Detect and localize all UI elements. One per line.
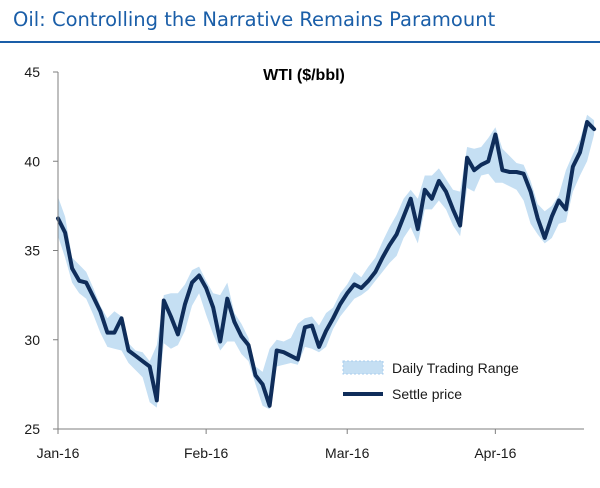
settle-point <box>127 349 130 352</box>
settle-point <box>177 333 179 335</box>
settle-point <box>558 199 560 202</box>
settle-point <box>64 232 66 234</box>
settle-point <box>445 191 447 193</box>
settle-layer <box>56 120 597 408</box>
settle-point <box>459 224 461 227</box>
settle-point <box>417 228 419 230</box>
x-tick-label: Feb-16 <box>184 445 229 461</box>
settle-point <box>325 330 327 332</box>
settle-point <box>85 282 87 284</box>
y-tick-label: 30 <box>24 332 40 348</box>
settle-point <box>262 383 264 385</box>
settle-point <box>360 287 362 289</box>
x-tick-label: Jan-16 <box>37 445 80 461</box>
settle-point <box>381 257 384 259</box>
settle-point <box>120 317 123 319</box>
settle-point <box>290 355 292 357</box>
settle-point <box>586 121 588 123</box>
settle-point <box>431 198 433 200</box>
settle-point <box>276 349 278 352</box>
settle-point <box>537 217 539 219</box>
settle-point <box>318 346 320 348</box>
settle-point <box>113 332 115 334</box>
settle-point <box>78 280 80 282</box>
settle-point <box>191 282 193 284</box>
chart-title: WTI ($/bbl) <box>263 67 345 84</box>
legend-range-swatch <box>342 360 384 375</box>
settle-point <box>544 237 546 239</box>
settle-point <box>403 216 405 218</box>
settle-point <box>219 340 221 343</box>
x-tick-label: Mar-16 <box>325 445 370 461</box>
settle-point <box>92 296 94 298</box>
settle-point <box>254 374 257 376</box>
axes: 25 30 35 40 45 Jan-16 Feb-16 Mar-16 Apr-16 <box>24 64 584 461</box>
settle-point <box>149 365 151 368</box>
settle-point <box>551 216 553 218</box>
settle-point <box>388 244 391 246</box>
settle-point <box>452 208 454 210</box>
settle-point <box>106 332 108 334</box>
settle-point <box>346 292 348 294</box>
settle-point <box>311 324 313 327</box>
settle-point <box>424 189 426 191</box>
settle-point <box>508 171 511 173</box>
settle-point <box>71 267 73 269</box>
settle-point <box>226 298 228 300</box>
settle-point <box>593 128 595 130</box>
settle-point <box>233 321 235 323</box>
settle-point <box>240 335 242 337</box>
settle-point <box>480 164 482 166</box>
settle-point <box>283 351 285 353</box>
settle-point <box>142 360 144 362</box>
x-tick-label: Apr-16 <box>474 445 516 461</box>
settle-point <box>473 169 475 171</box>
settle-point <box>410 198 412 200</box>
settle-point <box>269 405 271 407</box>
settle-point <box>184 303 186 305</box>
settle-point <box>438 180 440 182</box>
settle-point <box>163 299 165 302</box>
settle-point <box>297 358 299 360</box>
settle-point <box>332 317 334 319</box>
settle-point <box>501 169 503 171</box>
settle-point <box>466 157 468 159</box>
y-tick-label: 35 <box>24 243 40 259</box>
settle-point <box>156 399 158 401</box>
settle-point <box>523 173 525 175</box>
settle-point <box>515 171 518 173</box>
settle-point <box>304 326 306 328</box>
settle-point <box>339 303 341 305</box>
settle-point <box>374 271 376 273</box>
settle-point <box>135 355 137 357</box>
title-divider <box>0 41 600 43</box>
settle-point <box>205 287 207 289</box>
settle-point <box>494 133 496 136</box>
settle-point <box>99 310 101 312</box>
y-tick-label: 45 <box>24 64 40 80</box>
settle-point <box>579 151 581 153</box>
legend: Daily Trading Range Settle price <box>342 360 519 402</box>
settle-point <box>198 274 200 277</box>
settle-point <box>530 191 532 193</box>
legend-range-label: Daily Trading Range <box>392 360 519 376</box>
settle-point <box>170 315 172 318</box>
settle-point <box>396 233 398 235</box>
settle-point <box>572 166 574 168</box>
y-tick-label: 25 <box>24 421 40 437</box>
legend-settle-label: Settle price <box>392 386 462 402</box>
y-tick-label: 40 <box>24 153 40 169</box>
settle-point <box>247 344 250 346</box>
settle-point <box>212 307 214 309</box>
settle-point <box>565 208 567 210</box>
settle-point <box>353 283 355 285</box>
settle-point <box>487 160 489 162</box>
settle-point <box>367 280 369 282</box>
page-title: Oil: Controlling the Narrative Remains P… <box>13 8 496 31</box>
